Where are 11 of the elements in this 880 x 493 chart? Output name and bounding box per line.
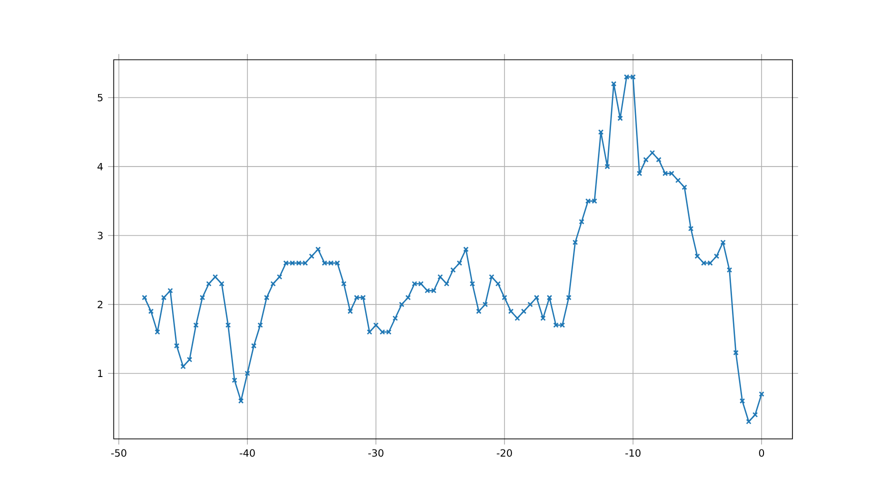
y-tick-label: 5 <box>98 94 102 102</box>
x-tick-label: -40 <box>240 449 255 457</box>
x-tick-label: 0 <box>759 449 764 457</box>
x-tick-label: -30 <box>368 449 384 457</box>
x-tick-label: -10 <box>625 449 640 457</box>
y-tick-label: 2 <box>98 300 102 308</box>
y-tick-label: 4 <box>98 163 103 170</box>
y-tick-label: 1 <box>98 370 102 378</box>
y-tick-label: 3 <box>98 232 103 240</box>
x-tick-label: -20 <box>496 449 512 457</box>
x-tick-label: -50 <box>111 449 126 457</box>
